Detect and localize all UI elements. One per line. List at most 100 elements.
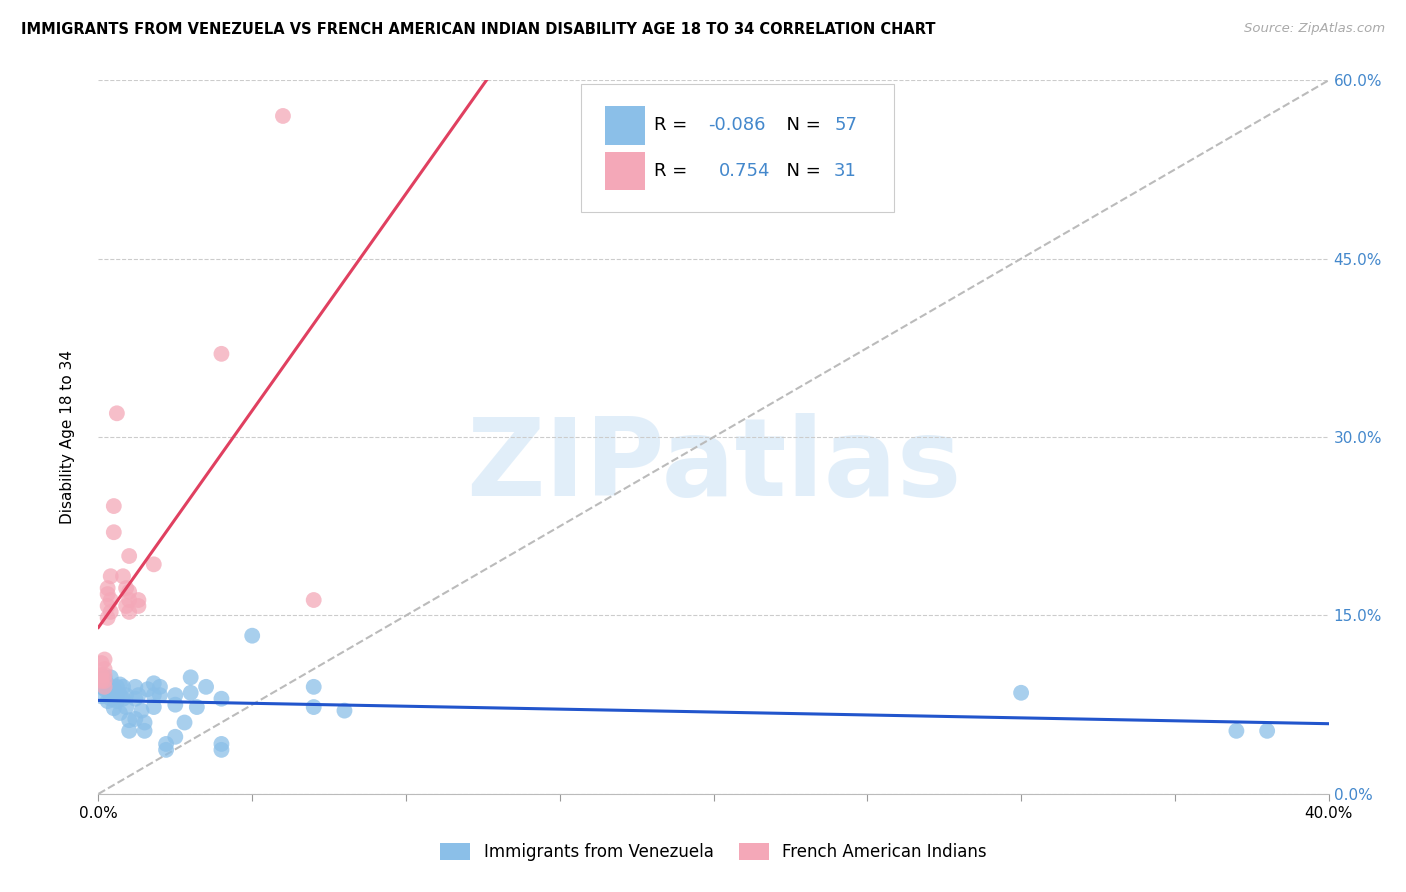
Point — [93, 673, 115, 688]
Point — [103, 525, 125, 540]
Text: R =: R = — [655, 116, 693, 134]
Point — [180, 670, 202, 684]
Point — [100, 691, 122, 706]
Point — [124, 691, 146, 706]
Point — [108, 706, 131, 720]
Point — [97, 611, 120, 625]
Point — [97, 694, 120, 708]
Point — [271, 109, 294, 123]
Point — [211, 737, 233, 751]
Point — [93, 652, 115, 666]
Point — [103, 691, 125, 706]
Text: -0.086: -0.086 — [709, 116, 766, 134]
Point — [180, 686, 202, 700]
Point — [103, 682, 125, 697]
Point — [118, 713, 141, 727]
Point — [155, 743, 177, 757]
Point — [333, 704, 356, 718]
FancyBboxPatch shape — [581, 84, 894, 212]
Point — [97, 587, 120, 601]
Point — [149, 688, 172, 702]
Point — [115, 599, 138, 613]
Point — [240, 629, 263, 643]
Point — [302, 593, 325, 607]
Text: 57: 57 — [834, 116, 858, 134]
Text: N =: N = — [775, 116, 827, 134]
Text: R =: R = — [655, 162, 699, 180]
Point — [302, 700, 325, 714]
Point — [186, 700, 208, 714]
Point — [93, 670, 115, 684]
Point — [134, 723, 156, 738]
Point — [108, 677, 131, 691]
Point — [93, 682, 115, 697]
Point — [124, 712, 146, 726]
Point — [127, 599, 149, 613]
Text: Source: ZipAtlas.com: Source: ZipAtlas.com — [1244, 22, 1385, 36]
Point — [134, 715, 156, 730]
Point — [105, 406, 128, 420]
Point — [1010, 686, 1032, 700]
Point — [105, 688, 128, 702]
Point — [108, 688, 131, 702]
Point — [100, 688, 122, 702]
Point — [142, 700, 165, 714]
Point — [115, 581, 138, 595]
Point — [149, 680, 172, 694]
Point — [136, 682, 159, 697]
Point — [118, 549, 141, 563]
Point — [93, 680, 115, 694]
FancyBboxPatch shape — [606, 152, 645, 190]
Point — [1256, 723, 1278, 738]
Point — [165, 688, 187, 702]
Text: 0.754: 0.754 — [718, 162, 770, 180]
Point — [211, 691, 233, 706]
Point — [97, 677, 120, 691]
Point — [1225, 723, 1247, 738]
Point — [90, 690, 112, 704]
Point — [173, 715, 195, 730]
Point — [124, 680, 146, 694]
Point — [211, 743, 233, 757]
Point — [103, 701, 125, 715]
Point — [90, 673, 112, 688]
Point — [302, 680, 325, 694]
Point — [165, 698, 187, 712]
Point — [103, 499, 125, 513]
Point — [142, 558, 165, 572]
Point — [100, 670, 122, 684]
Point — [118, 584, 141, 599]
Point — [155, 737, 177, 751]
Point — [211, 347, 233, 361]
Point — [97, 581, 120, 595]
Point — [90, 680, 112, 694]
Legend: Immigrants from Venezuela, French American Indians: Immigrants from Venezuela, French Americ… — [434, 836, 993, 868]
Point — [93, 668, 115, 682]
Point — [112, 569, 135, 583]
Point — [90, 668, 112, 682]
Point — [105, 694, 128, 708]
Point — [118, 605, 141, 619]
Point — [115, 700, 138, 714]
Point — [115, 688, 138, 702]
Point — [142, 688, 165, 702]
Point — [118, 723, 141, 738]
Point — [112, 691, 135, 706]
Point — [97, 599, 120, 613]
FancyBboxPatch shape — [606, 106, 645, 145]
Point — [105, 680, 128, 694]
Point — [93, 662, 115, 676]
Point — [131, 704, 153, 718]
Point — [90, 656, 112, 670]
Point — [100, 569, 122, 583]
Text: ZIPatlas: ZIPatlas — [465, 413, 962, 518]
Point — [127, 593, 149, 607]
Y-axis label: Disability Age 18 to 34: Disability Age 18 to 34 — [60, 350, 75, 524]
Point — [118, 593, 141, 607]
Text: N =: N = — [775, 162, 827, 180]
Point — [100, 605, 122, 619]
Text: 31: 31 — [834, 162, 858, 180]
Point — [100, 593, 122, 607]
Point — [142, 676, 165, 690]
Point — [165, 730, 187, 744]
